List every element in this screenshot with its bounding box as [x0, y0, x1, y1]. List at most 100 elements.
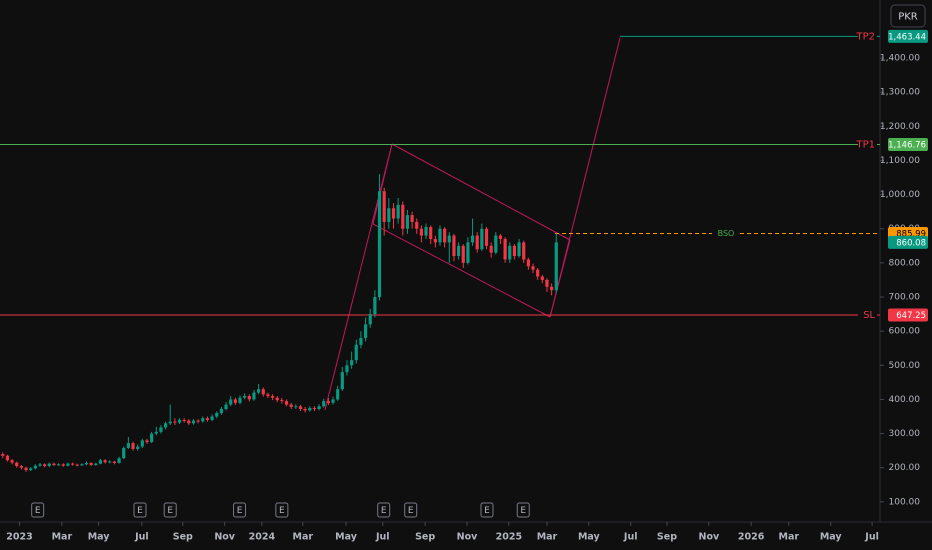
- y-tick-label: 700.00: [889, 293, 921, 303]
- candle-body: [43, 464, 47, 467]
- candle-body: [191, 420, 196, 424]
- candle-body: [103, 460, 107, 463]
- candle-body: [368, 314, 372, 325]
- candle-body: [415, 221, 419, 229]
- x-tick-label: 2023: [6, 532, 32, 543]
- candle-body: [154, 431, 158, 434]
- currency-button[interactable]: [890, 4, 926, 28]
- candle-body: [405, 215, 410, 229]
- event-label: E: [520, 506, 526, 516]
- candle-body: [429, 227, 433, 239]
- candle-body: [261, 389, 265, 395]
- candle-body: [201, 418, 205, 422]
- plot: 100.00 200.00 300.00 400.00 500.00 600.00 700.…: [0, 29, 928, 543]
- x-tick-label: Sep: [657, 532, 677, 543]
- candle-body: [498, 235, 503, 239]
- event-label: E: [381, 506, 387, 516]
- candle-body: [540, 276, 544, 280]
- x-tick-label: Nov: [457, 532, 478, 543]
- candle-body: [252, 392, 256, 400]
- candle-body: [554, 242, 558, 291]
- candle-body: [401, 204, 405, 229]
- candle-body: [126, 443, 130, 448]
- candle-body: [52, 463, 56, 465]
- x-tick-label: 2024: [249, 532, 276, 543]
- candle-body: [396, 204, 400, 219]
- level-name: BSO: [718, 229, 735, 238]
- y-tick-label: 200.00: [889, 463, 921, 473]
- candle-body: [224, 404, 228, 409]
- y-tick-label: 1,400.00: [880, 54, 920, 64]
- candle-body: [145, 440, 149, 443]
- candle-body: [354, 344, 358, 361]
- x-tick-label: Jul: [375, 532, 390, 543]
- y-tick-label: 800.00: [889, 258, 921, 268]
- candle-body: [308, 407, 312, 411]
- x-tick-label: May: [578, 532, 601, 543]
- candle-body: [177, 419, 182, 423]
- candle-body: [461, 245, 465, 263]
- y-tick-label: 400.00: [889, 395, 921, 405]
- candle-body: [70, 463, 75, 465]
- candle-body: [289, 404, 293, 407]
- candle-body: [10, 460, 14, 463]
- candle-body: [238, 397, 242, 403]
- candle-body: [545, 279, 549, 287]
- candle-body: [257, 389, 261, 393]
- candle-body: [494, 235, 498, 253]
- candle-body: [266, 394, 270, 397]
- last-price-badge: [888, 235, 928, 249]
- level-name: TP1: [855, 139, 875, 150]
- y-tick-label: 1,300.00: [880, 88, 920, 98]
- price-badge-label: 1,463.44: [888, 32, 926, 42]
- candle-body: [536, 269, 540, 277]
- x-tick-label: Jul: [134, 532, 149, 543]
- x-tick-label: Nov: [699, 532, 720, 543]
- candle-body: [233, 399, 237, 403]
- candle-body: [382, 191, 386, 222]
- candle-body: [303, 408, 307, 411]
- event-label: E: [484, 506, 490, 516]
- candle-body: [522, 242, 526, 260]
- candle-body: [275, 397, 279, 401]
- y-tick-label: 1,200.00: [880, 122, 920, 132]
- candle-body: [359, 337, 363, 345]
- x-tick-label: Sep: [415, 532, 435, 543]
- event-marker: [404, 502, 418, 518]
- candle-body: [163, 423, 168, 428]
- candle-body: [489, 245, 493, 253]
- candle-body: [340, 372, 344, 390]
- candle-body: [503, 238, 507, 260]
- candle-body: [457, 245, 461, 257]
- event-label: E: [167, 506, 173, 516]
- candle-body: [38, 464, 42, 466]
- candle-body: [1, 454, 5, 456]
- candle-body: [447, 235, 451, 243]
- currency-label: PKR: [898, 12, 918, 23]
- candle-body: [391, 208, 396, 219]
- level-name: TP2: [855, 31, 875, 42]
- candle-body: [377, 191, 382, 298]
- candle-body: [322, 401, 326, 407]
- x-tick-label: Mar: [52, 532, 73, 543]
- candle-body: [173, 421, 177, 423]
- projection: [549, 37, 621, 318]
- level-name: SL: [863, 310, 875, 321]
- candle-body: [210, 416, 214, 420]
- candle-body: [284, 401, 289, 405]
- candle-body: [33, 465, 37, 469]
- last-price-label: 860.08: [896, 238, 926, 248]
- candle-body: [131, 443, 135, 449]
- candle-body: [168, 421, 172, 424]
- event-label: E: [408, 506, 414, 516]
- candle-body: [475, 235, 479, 250]
- candle-body: [75, 464, 79, 466]
- x-tick-label: Jul: [623, 532, 638, 543]
- candle-body: [80, 464, 84, 466]
- y-tick-label: 1,100.00: [880, 156, 920, 166]
- event-marker: [233, 502, 247, 518]
- x-tick-label: Mar: [537, 532, 558, 543]
- candle-body: [47, 463, 51, 467]
